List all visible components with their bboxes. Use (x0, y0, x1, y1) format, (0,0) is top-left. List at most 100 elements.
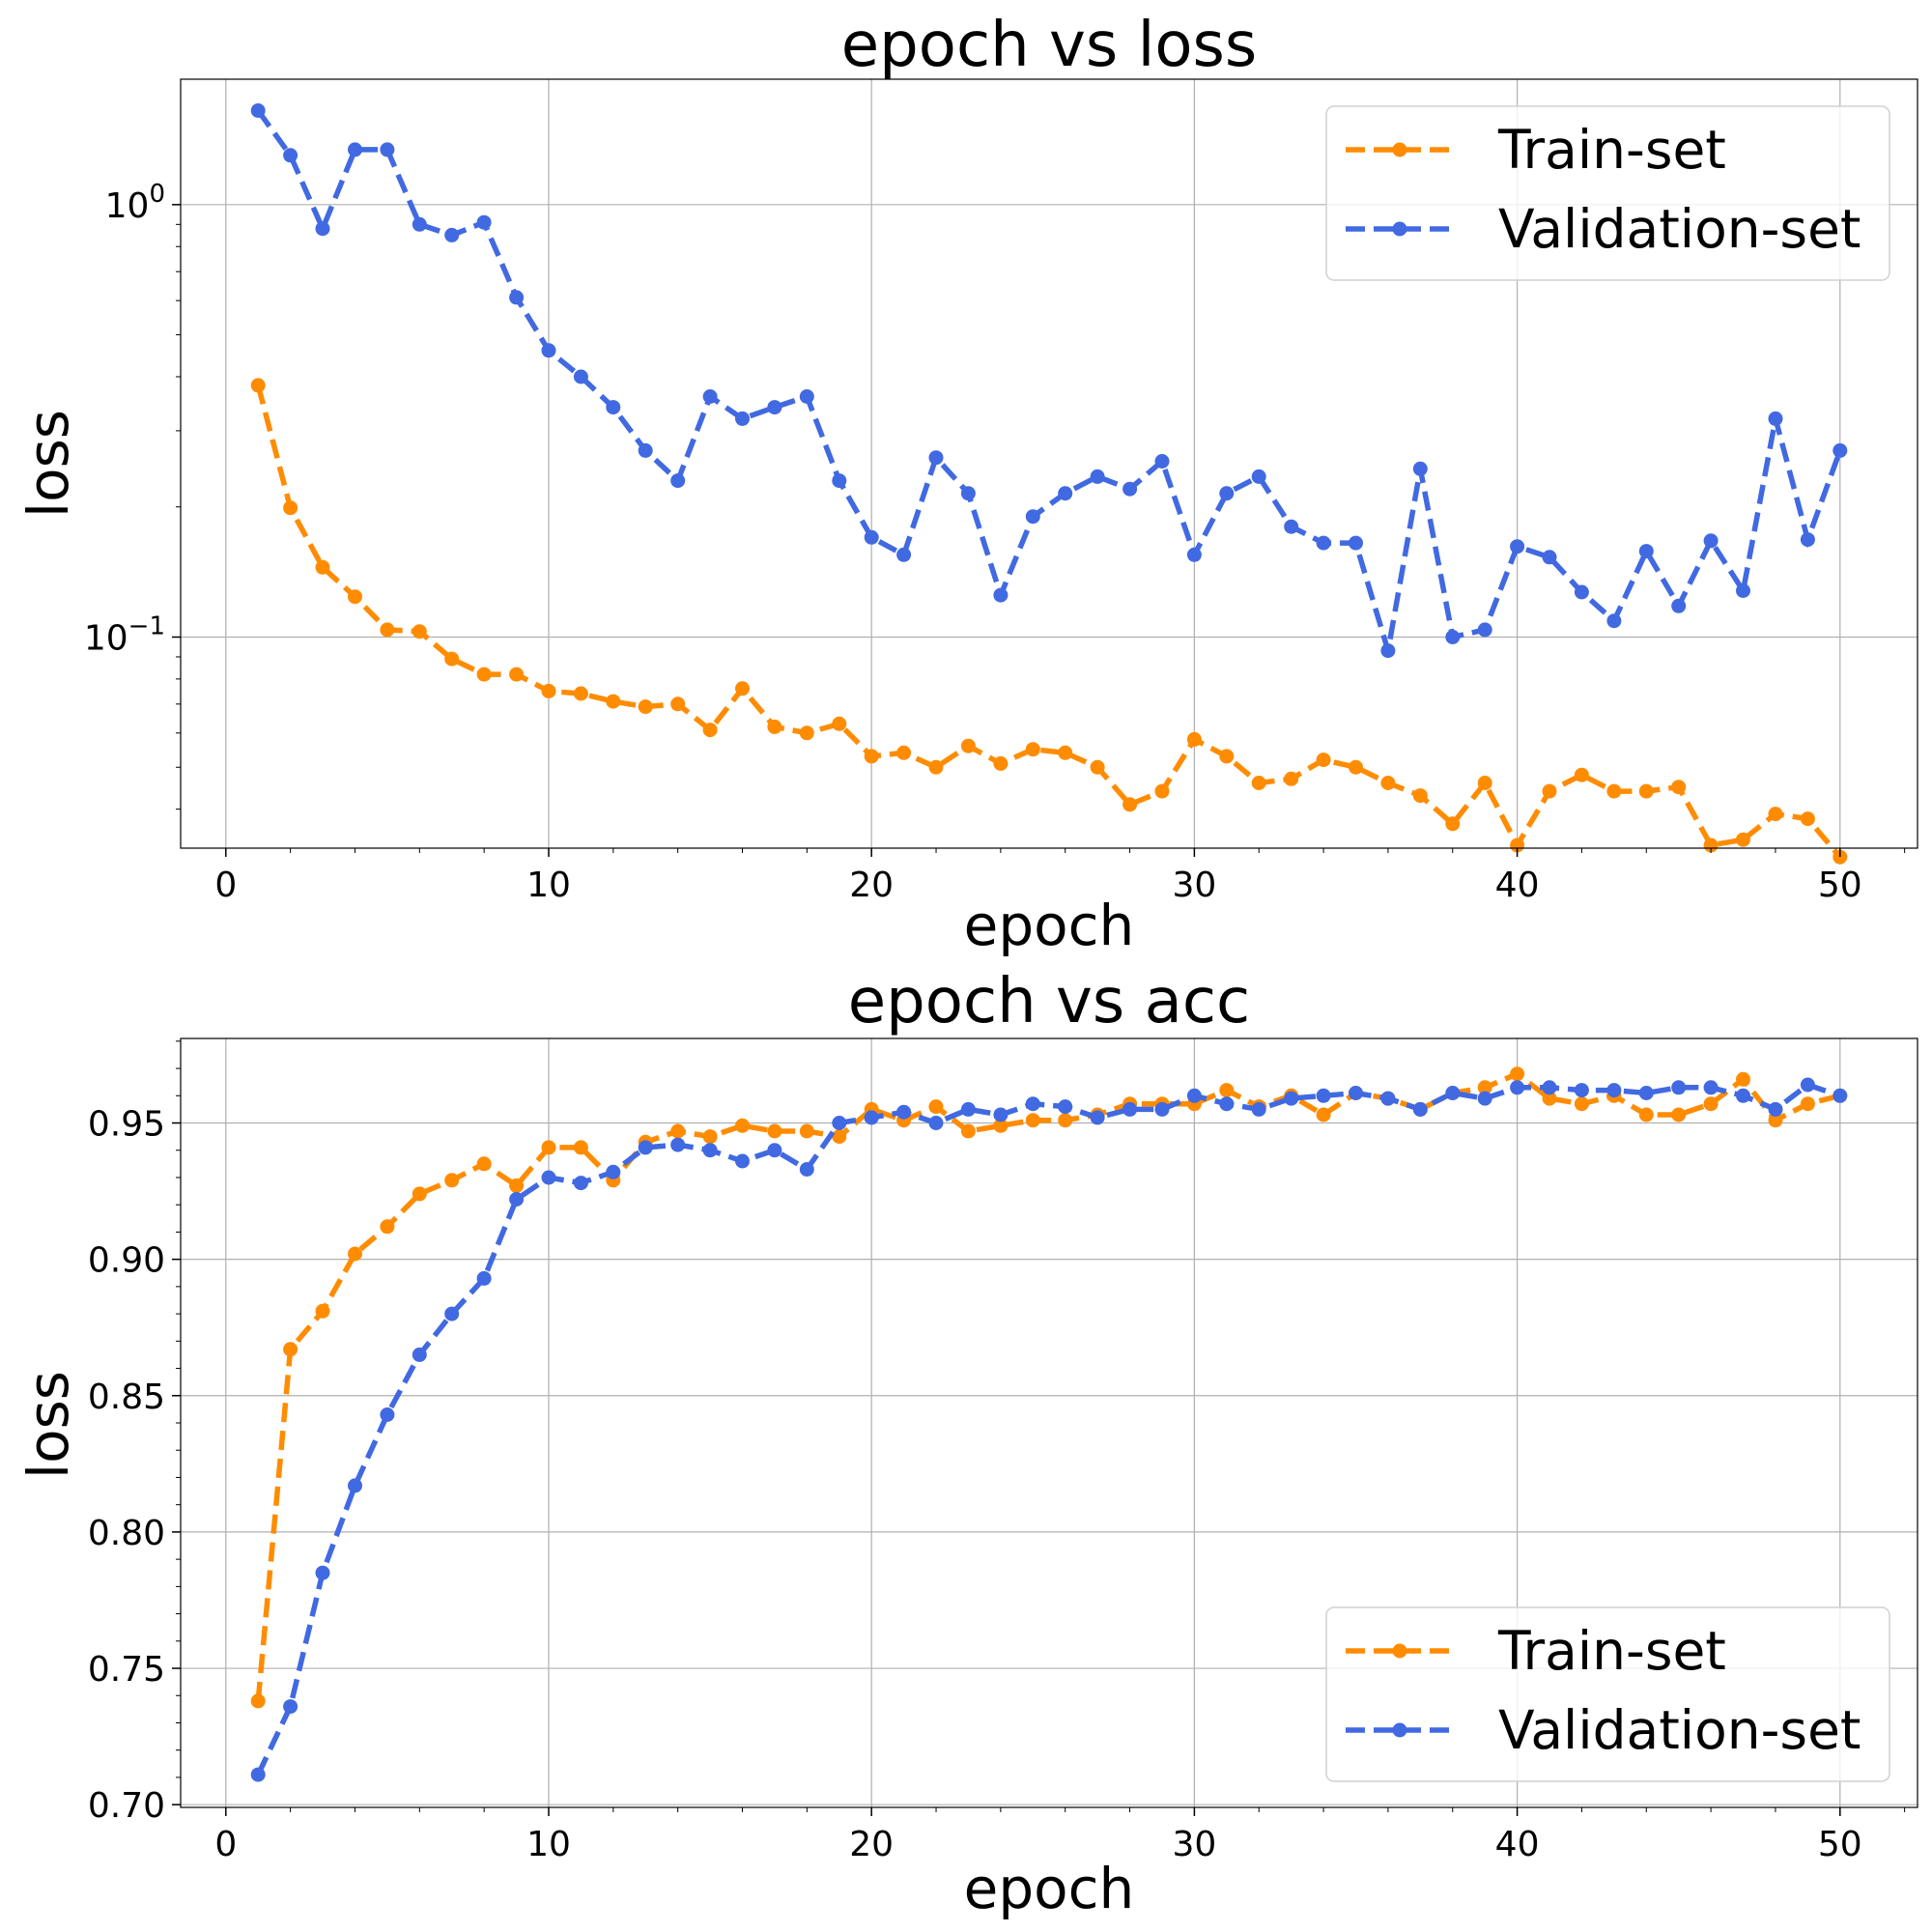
data-point-validation (1251, 469, 1266, 484)
data-point-validation (1122, 1101, 1138, 1117)
data-point-train (476, 667, 492, 682)
data-point-validation (1349, 1086, 1363, 1100)
legend-label-validation: Validation-set (1498, 1699, 1861, 1761)
data-point-train (573, 686, 588, 701)
data-point-train (380, 1219, 395, 1235)
acc-chart-y-axis-label: loss (15, 1371, 81, 1479)
data-point-train (735, 681, 750, 696)
data-point-train (1671, 1107, 1687, 1122)
data-point-train (638, 699, 653, 715)
data-point-train (348, 589, 362, 605)
data-point-validation (1316, 1088, 1331, 1103)
data-point-validation (1186, 1088, 1202, 1103)
acc-chart-legend: Train-set Validation-set (1325, 1606, 1890, 1782)
data-point-validation (1736, 583, 1750, 598)
data-point-validation (476, 1270, 492, 1286)
data-point-validation (1058, 1099, 1073, 1115)
data-point-train (1219, 1083, 1235, 1098)
data-point-validation (1671, 1080, 1687, 1095)
data-point-validation (1574, 584, 1589, 600)
data-point-train (1671, 780, 1687, 795)
data-point-train (541, 1140, 556, 1155)
data-point-validation (1800, 1077, 1815, 1093)
data-point-validation (928, 450, 944, 466)
data-point-train (799, 1123, 814, 1139)
loss-chart-ticks: 0 10 20 30 40 50 10−1 100 (84, 180, 1906, 905)
data-point-train (1477, 1080, 1492, 1095)
data-point-train (348, 1246, 362, 1262)
data-point-validation (832, 1116, 847, 1130)
data-point-validation (670, 1137, 686, 1152)
x-tick-label: 20 (849, 866, 894, 905)
x-tick-label: 50 (1818, 866, 1862, 905)
data-point-validation (444, 1306, 460, 1321)
acc-chart-title: epoch vs acc (848, 966, 1250, 1037)
data-point-train (250, 1693, 266, 1709)
data-point-validation (1574, 1083, 1589, 1098)
data-point-validation (1186, 547, 1202, 562)
data-point-train (283, 500, 298, 516)
data-point-validation (444, 227, 460, 242)
data-point-validation (412, 1347, 427, 1362)
data-point-validation (1219, 486, 1235, 501)
data-point-train (541, 683, 556, 698)
data-point-validation (993, 587, 1009, 603)
data-point-validation (1025, 1096, 1040, 1112)
data-point-validation (348, 142, 362, 157)
loss-chart-title: epoch vs loss (841, 10, 1257, 81)
data-point-train (1284, 771, 1299, 786)
data-point-validation (1284, 519, 1299, 534)
data-point-validation (1154, 454, 1170, 469)
data-point-train (509, 667, 525, 682)
data-point-train (1800, 811, 1815, 827)
data-point-train (960, 738, 976, 753)
acc-chart: epoch vs acc 0 10 20 30 40 50 0.70 0.75 0.80 0.85… (15, 966, 1918, 1921)
y-tick-label: 10−1 (84, 611, 165, 658)
data-point-train (1122, 797, 1138, 812)
data-point-validation (832, 473, 847, 489)
x-tick-label: 20 (849, 1825, 894, 1864)
data-point-validation (1703, 1080, 1719, 1095)
data-point-validation (1510, 1080, 1525, 1095)
data-point-train (444, 651, 460, 667)
loss-chart: epoch vs loss 0 10 20 30 40 50 10−1 100 epoch l… (15, 10, 1918, 958)
data-point-train (444, 1173, 460, 1188)
data-point-train (1833, 849, 1848, 865)
data-point-train (573, 1140, 588, 1155)
y-tick-label: 0.70 (88, 1786, 165, 1826)
data-point-validation (1349, 535, 1363, 551)
data-point-train (1736, 1071, 1750, 1087)
data-point-validation (315, 221, 330, 237)
data-point-validation (1090, 469, 1105, 484)
legend-marker-train (1392, 142, 1407, 157)
data-point-validation (1542, 550, 1557, 565)
data-point-validation (767, 1143, 782, 1158)
data-point-validation (509, 1192, 525, 1207)
data-point-train (670, 1123, 686, 1139)
data-point-validation (380, 1407, 395, 1422)
data-point-train (1638, 1107, 1654, 1122)
data-point-validation (767, 400, 782, 415)
data-point-validation (1445, 1086, 1461, 1100)
data-point-validation (1768, 1101, 1783, 1117)
data-point-train (1316, 1107, 1331, 1122)
x-tick-label: 40 (1495, 1825, 1540, 1864)
data-point-validation (960, 486, 976, 501)
data-point-validation (702, 1143, 718, 1158)
data-point-train (1445, 816, 1461, 832)
data-point-validation (864, 1110, 879, 1125)
data-point-train (1316, 753, 1331, 768)
data-point-validation (412, 216, 427, 232)
data-point-validation (1477, 622, 1492, 638)
data-point-train (1219, 749, 1235, 764)
data-point-train (315, 1303, 330, 1319)
data-point-train (1349, 759, 1363, 775)
y-tick-label: 0.90 (88, 1241, 165, 1281)
data-point-train (928, 1099, 944, 1115)
data-point-validation (960, 1101, 976, 1117)
data-point-train (1380, 776, 1396, 790)
data-point-train (767, 1123, 782, 1139)
data-point-validation (283, 1699, 298, 1715)
data-point-validation (1606, 613, 1622, 629)
acc-chart-ticks: 0 10 20 30 40 50 0.70 0.75 0.80 0.85 0.90 0.95 (88, 1040, 1906, 1864)
